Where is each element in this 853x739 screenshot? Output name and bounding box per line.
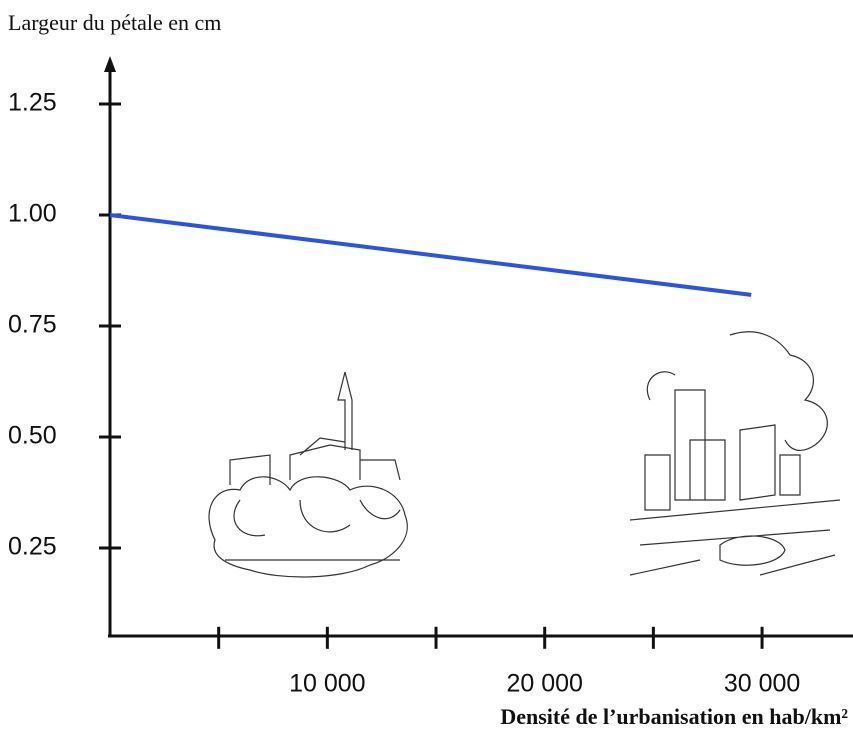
x-tick-label: 30 000 <box>724 669 800 697</box>
x-tick-label: 10 000 <box>289 669 365 697</box>
y-tick-label: 0.75 <box>8 311 57 339</box>
city-illustration <box>630 332 840 575</box>
y-tick-label: 0.25 <box>8 533 57 561</box>
y-tick-label: 1.00 <box>8 200 57 228</box>
y-axis-arrow <box>104 56 116 72</box>
y-axis-title: Largeur du pétale en cm <box>8 10 221 35</box>
x-tick-label: 20 000 <box>506 669 582 697</box>
chart: Largeur du pétale en cm Densité de l’urb… <box>0 0 853 739</box>
x-axis-title: Densité de l’urbanisation en hab/km² <box>500 704 848 729</box>
village-illustration <box>209 372 407 577</box>
data-line <box>110 215 751 295</box>
y-tick-label: 0.50 <box>8 422 57 450</box>
y-tick-label: 1.25 <box>8 89 57 117</box>
